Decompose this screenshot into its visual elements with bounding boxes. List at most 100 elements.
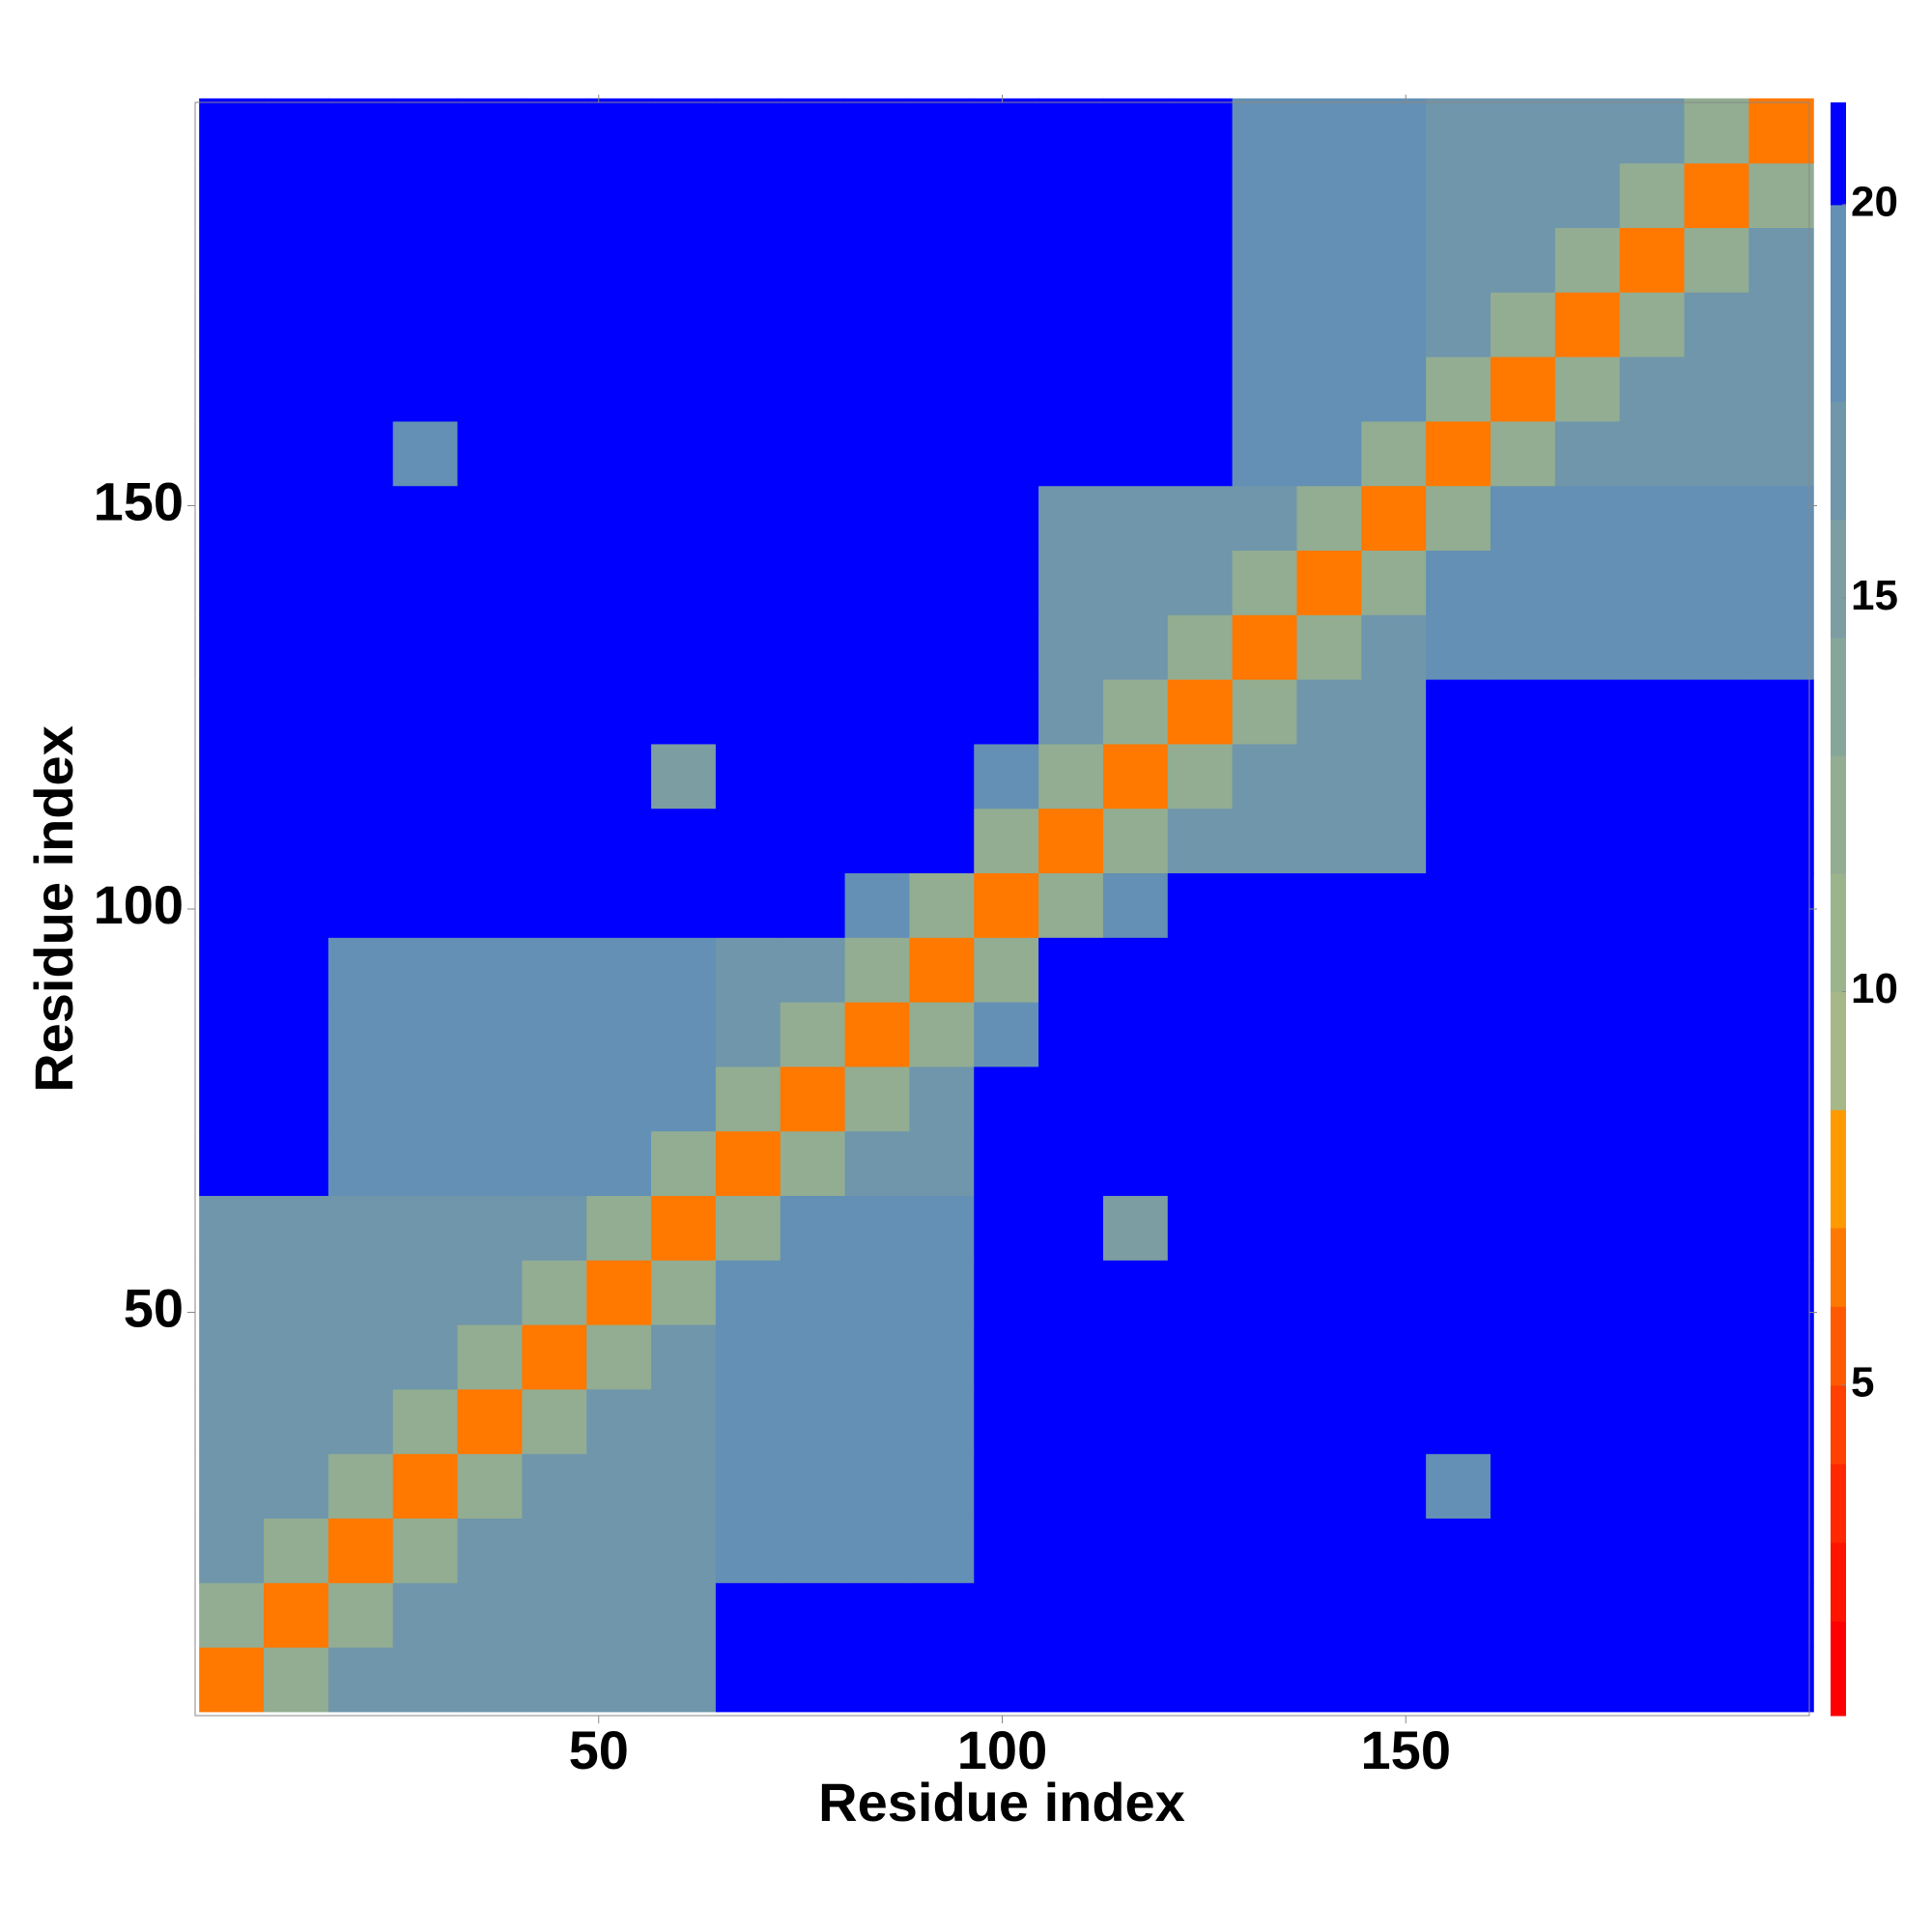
heatmap-cell [1748,1582,1814,1648]
heatmap-cell [1102,292,1169,357]
heatmap-cell [974,614,1039,680]
heatmap-cell [1426,679,1492,745]
heatmap-cell [1684,808,1749,874]
heatmap-cell [1296,1388,1362,1455]
heatmap-cell [1296,420,1362,487]
heatmap-cell [327,614,394,680]
heatmap-cell [715,937,781,1003]
heatmap-cell [651,550,717,615]
heatmap-cell [780,1065,846,1132]
heatmap-cell [392,227,459,293]
heatmap-cell [1490,1130,1556,1197]
heatmap-cell [522,679,587,745]
heatmap-cell [199,872,265,938]
heatmap-cell [1038,614,1104,680]
heatmap-cell [1748,1518,1814,1583]
heatmap-cell [199,356,265,422]
heatmap-cell [1490,743,1556,810]
heatmap-cell [844,356,911,422]
heatmap-cell [327,227,394,293]
heatmap-cell [974,679,1039,745]
heatmap-cell [1232,420,1298,487]
heatmap-cell [199,1647,265,1713]
colorbar-band [1831,873,1846,993]
heatmap-cell [715,1065,781,1132]
heatmap-cell [457,1260,523,1325]
heatmap-cell [1232,1002,1298,1067]
heatmap-cell [1748,356,1814,422]
heatmap-cell [1361,1065,1427,1132]
heatmap-cell [1167,872,1234,938]
heatmap-cell [199,614,265,680]
heatmap-cell [715,872,781,938]
heatmap-cell [327,162,394,229]
heatmap-cell [522,743,587,810]
heatmap-cell [392,743,459,810]
heatmap-cell [1426,614,1492,680]
heatmap-cell [1038,1647,1104,1713]
heatmap-cell [1554,1324,1621,1390]
heatmap-cell [264,614,329,680]
heatmap-cell [1684,937,1749,1003]
heatmap-cell [715,1260,781,1325]
heatmap-cell [327,679,394,745]
heatmap-cell [1684,1324,1749,1390]
heatmap-cell [1619,872,1686,938]
heatmap-cell [1167,1453,1234,1520]
heatmap-cell [264,1518,329,1583]
heatmap-cell [1167,1260,1234,1325]
heatmap-cell [1748,98,1814,164]
heatmap-cell [392,679,459,745]
heatmap-cell [651,356,717,422]
heatmap-cell [974,808,1039,874]
heatmap-cell [586,162,652,229]
heatmap-cell [1426,420,1492,487]
heatmap-cell [199,1388,265,1455]
heatmap-cell [1038,550,1104,615]
heatmap-cell [844,743,911,810]
heatmap-cell [909,292,975,357]
heatmap-cell [199,937,265,1003]
heatmap-cell [1296,743,1362,810]
heatmap-cell [264,743,329,810]
heatmap-cell [586,1260,652,1325]
heatmap-cell [1102,1453,1169,1520]
heatmap-cell [522,872,587,938]
colorbar-band [1831,755,1846,874]
heatmap-cell [1296,356,1362,422]
heatmap-cell [1748,1324,1814,1390]
heatmap-cell [522,98,587,164]
heatmap-cell [1232,550,1298,615]
heatmap-cell [780,1582,846,1648]
heatmap-cell [264,937,329,1003]
heatmap-cell [457,1647,523,1713]
y-tick-label: 100 [94,874,184,935]
heatmap-cell [1361,1582,1427,1648]
heatmap-cell [392,1582,459,1648]
heatmap-cell [1361,1130,1427,1197]
heatmap-cell [264,420,329,487]
heatmap-cell [780,1002,846,1067]
heatmap-cell [1232,1065,1298,1132]
heatmap-cell [327,808,394,874]
heatmap-cell [1748,1453,1814,1520]
heatmap-cell [1232,1647,1298,1713]
colorbar-tick-label: 20 [1851,179,1898,226]
heatmap-cell [457,1582,523,1648]
heatmap-cell [1490,1388,1556,1455]
heatmap-cell [1167,937,1234,1003]
heatmap-cell [264,162,329,229]
heatmap-cell [1426,1518,1492,1583]
heatmap-cell [522,292,587,357]
heatmap-cell [586,937,652,1003]
heatmap-cell [264,1647,329,1713]
heatmap-cell [1426,1388,1492,1455]
heatmap-cell [715,420,781,487]
heatmap-cell [457,1130,523,1197]
heatmap-cell [522,1130,587,1197]
heatmap-cell [909,227,975,293]
heatmap-cell [1684,743,1749,810]
heatmap-cell [522,1388,587,1455]
heatmap-cell [844,1065,911,1132]
